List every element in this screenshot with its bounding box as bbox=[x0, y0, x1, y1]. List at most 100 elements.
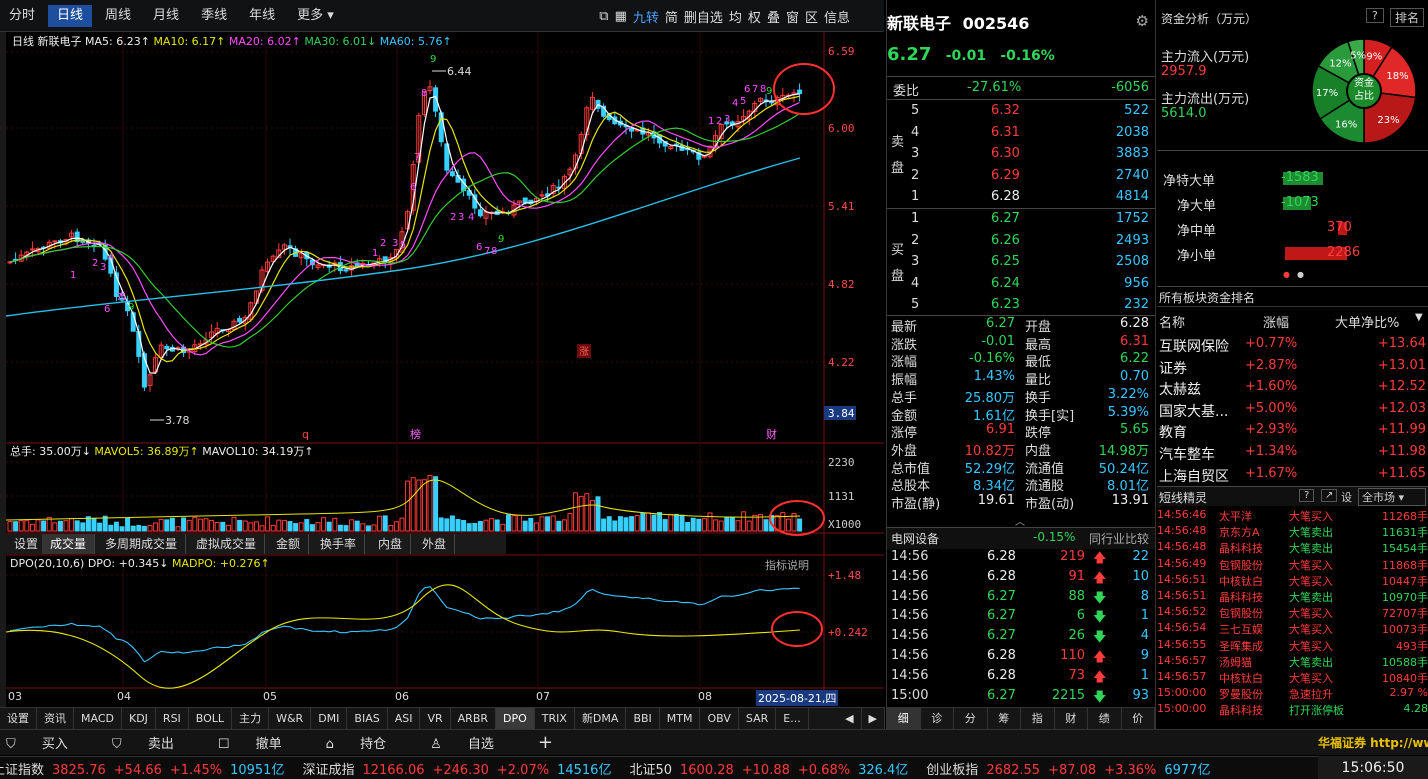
tool-info[interactable]: 信息 bbox=[823, 10, 850, 26]
quote-tab-chips[interactable]: 筹 bbox=[988, 708, 1021, 730]
bid-row[interactable]: 2 6.26 2493 bbox=[887, 231, 1155, 252]
indicator-help-link[interactable]: 指标说明 bbox=[765, 559, 809, 572]
index-item[interactable]: 深证成指 12166.06 +246.30 +2.07% 14516亿 bbox=[302, 759, 619, 778]
fund-pie-chart[interactable]: 9% 18% 23% 16% 17% 12%5% 资金 占比 bbox=[1309, 36, 1419, 146]
tab-more[interactable]: 更多 ▾ bbox=[297, 7, 334, 23]
ind-tab-vr[interactable]: VR bbox=[420, 707, 451, 730]
sort-down-icon[interactable]: ▼ bbox=[1415, 312, 1423, 323]
sprite-row[interactable]: 14:56:48 晶科科技 大笔卖出 15454手 bbox=[1157, 540, 1428, 556]
ind-tab-newdma[interactable]: 新DMA bbox=[575, 707, 627, 730]
col-pct[interactable]: 涨幅 bbox=[1263, 316, 1290, 331]
sprite-row[interactable]: 14:56:55 圣晖集成 大笔买入 493手 bbox=[1157, 638, 1428, 654]
tool-simple[interactable]: 简 bbox=[664, 10, 678, 26]
sprite-popout-icon[interactable]: ↗ bbox=[1321, 489, 1338, 502]
ind-tab-kdj[interactable]: KDJ bbox=[122, 707, 156, 730]
marker-limit-up-box[interactable] bbox=[577, 344, 591, 358]
sector-rank-row[interactable]: 汽车整车 +1.34% +11.98 bbox=[1157, 444, 1428, 464]
ind-tab-boll[interactable]: BOLL bbox=[189, 707, 233, 730]
bid-row[interactable]: 3 6.25 2508 bbox=[887, 252, 1155, 273]
copy-icon[interactable]: ⧉ bbox=[599, 8, 609, 24]
index-item[interactable]: 北证50 1600.28 +10.88 +0.68% 326.4亿 bbox=[629, 759, 916, 778]
sector-name[interactable]: 电网设备 bbox=[891, 532, 940, 546]
ask-row[interactable]: 2 6.29 2740 bbox=[887, 166, 1155, 187]
index-item[interactable]: 上证指数 3825.76 +54.66 +1.45% 10951亿 bbox=[0, 759, 292, 778]
ind-tab-settings[interactable]: 设置 bbox=[0, 707, 37, 730]
tool-ma[interactable]: 均 bbox=[728, 10, 742, 26]
subtab-turnover[interactable]: 换手率 bbox=[312, 534, 366, 554]
ind-tab-dpo[interactable]: DPO bbox=[496, 707, 535, 730]
bid-row[interactable]: 5 6.23 232 bbox=[887, 295, 1155, 316]
index-item[interactable]: 创业板指 2682.55 +87.08 +3.36% 6977亿 bbox=[926, 759, 1218, 778]
bid-row[interactable]: 1 6.27 1752 bbox=[887, 209, 1155, 230]
ind-tab-mtm[interactable]: MTM bbox=[660, 707, 701, 730]
subtab-inner[interactable]: 内盘 bbox=[370, 534, 412, 554]
ind-tab-news[interactable]: 资讯 bbox=[37, 707, 74, 730]
sprite-row[interactable]: 14:56:51 中核钛白 大笔买入 10447手 bbox=[1157, 573, 1428, 589]
tool-range[interactable]: 区 bbox=[804, 10, 818, 26]
watchlist-button[interactable]: ♙ 自选 bbox=[430, 733, 516, 752]
scroll-right-icon[interactable]: ▶ bbox=[862, 707, 885, 730]
add-icon[interactable]: + bbox=[537, 732, 553, 753]
ask-row[interactable]: 1 6.28 4814 bbox=[887, 187, 1155, 208]
quote-tab-minute[interactable]: 分 bbox=[954, 708, 988, 730]
sprite-row[interactable]: 14:56:52 包钢股份 大笔买入 72707手 bbox=[1157, 605, 1428, 621]
ind-tab-more[interactable]: E... bbox=[776, 707, 809, 730]
quote-tab-detail[interactable]: 细 bbox=[887, 708, 921, 730]
ind-tab-asi[interactable]: ASI bbox=[388, 707, 421, 730]
sprite-row[interactable]: 14:56:48 京东方A 大笔卖出 11631手 bbox=[1157, 524, 1428, 540]
quote-tab-finance[interactable]: 财 bbox=[1055, 708, 1088, 730]
subtab-outer[interactable]: 外盘 bbox=[414, 534, 456, 554]
sector-rank-row[interactable]: 教育 +2.93% +11.99 bbox=[1157, 422, 1428, 442]
sector-rank-row[interactable]: 太赫兹 +1.60% +12.52 bbox=[1157, 379, 1428, 399]
ind-tab-dmi[interactable]: DMI bbox=[311, 707, 348, 730]
sector-rank-row[interactable]: 上海自贸区 +1.67% +11.65 bbox=[1157, 466, 1428, 486]
marker-q[interactable]: q bbox=[302, 428, 309, 441]
ask-row[interactable]: 5 6.32 522 bbox=[887, 101, 1155, 122]
ind-tab-bias[interactable]: BIAS bbox=[347, 707, 388, 730]
cancel-order-button[interactable]: ☐ 撤单 bbox=[218, 733, 304, 752]
tab-yearly[interactable]: 年线 bbox=[249, 7, 276, 23]
tool-remove-watch[interactable]: 删自选 bbox=[683, 10, 723, 26]
fund-rank-button[interactable]: 排名 bbox=[1390, 8, 1425, 27]
sprite-row[interactable]: 14:56:54 三七互娱 大笔买入 10073手 bbox=[1157, 621, 1428, 637]
col-net[interactable]: 大单净比% bbox=[1335, 316, 1400, 331]
ind-tab-obv[interactable]: OBV bbox=[700, 707, 739, 730]
quote-tab-index[interactable]: 指 bbox=[1021, 708, 1055, 730]
subtab-amount[interactable]: 金额 bbox=[268, 534, 310, 554]
sprite-row[interactable]: 14:56:57 中核钛白 大笔买入 10840手 bbox=[1157, 670, 1428, 686]
tool-overlay[interactable]: 叠 bbox=[766, 10, 780, 26]
collapse-icon[interactable]: ︿ bbox=[1015, 517, 1025, 528]
ind-tab-trix[interactable]: TRIX bbox=[535, 707, 575, 730]
marker-finance[interactable]: 财 bbox=[766, 427, 777, 441]
ind-tab-wr[interactable]: W&R bbox=[269, 707, 312, 730]
quote-tab-performance[interactable]: 绩 bbox=[1088, 708, 1122, 730]
ind-tab-main-force[interactable]: 主力 bbox=[232, 707, 270, 730]
sprite-row[interactable]: 14:56:51 晶科科技 大笔卖出 10970手 bbox=[1157, 589, 1428, 605]
ind-tab-sar[interactable]: SAR bbox=[739, 707, 777, 730]
sprite-settings-icon[interactable]: 设 bbox=[1341, 491, 1352, 504]
tool-adjust[interactable]: 权 bbox=[747, 10, 761, 26]
tab-quarterly[interactable]: 季线 bbox=[201, 7, 228, 23]
buy-button[interactable]: ⛉ 买入 bbox=[6, 733, 90, 752]
left-side-strip[interactable] bbox=[0, 32, 6, 707]
position-button[interactable]: ⌂ 持仓 bbox=[326, 733, 408, 752]
quote-tab-diagnose[interactable]: 诊 bbox=[921, 708, 954, 730]
sector-rank-row[interactable]: 互联网保险 +0.77% +13.64 bbox=[1157, 336, 1428, 356]
tab-daily[interactable]: 日线 bbox=[48, 4, 93, 27]
ask-row[interactable]: 3 6.30 3883 bbox=[887, 144, 1155, 165]
fund-help-button[interactable]: ? bbox=[1366, 8, 1384, 23]
tool-jiuzhuan[interactable]: 九转 bbox=[632, 10, 659, 26]
sprite-row[interactable]: 15:00:00 晶科科技 打开涨停板 4.28 bbox=[1157, 702, 1428, 718]
settings-gear-icon[interactable]: ⚙ bbox=[1135, 12, 1149, 30]
pie-slice[interactable] bbox=[1311, 64, 1366, 120]
page-dot[interactable]: ● bbox=[1297, 270, 1304, 279]
tab-monthly[interactable]: 月线 bbox=[153, 7, 180, 23]
sell-button[interactable]: ⛉ 卖出 bbox=[112, 733, 196, 752]
tab-weekly[interactable]: 周线 bbox=[105, 7, 132, 23]
scroll-left-icon[interactable]: ◀ bbox=[838, 707, 862, 730]
grid-icon[interactable]: ▦ bbox=[614, 8, 627, 24]
bid-row[interactable]: 4 6.24 956 bbox=[887, 274, 1155, 295]
sprite-row[interactable]: 14:56:46 太平洋 大笔买入 11268手 bbox=[1157, 508, 1428, 524]
ind-tab-bbi[interactable]: BBI bbox=[626, 707, 660, 730]
